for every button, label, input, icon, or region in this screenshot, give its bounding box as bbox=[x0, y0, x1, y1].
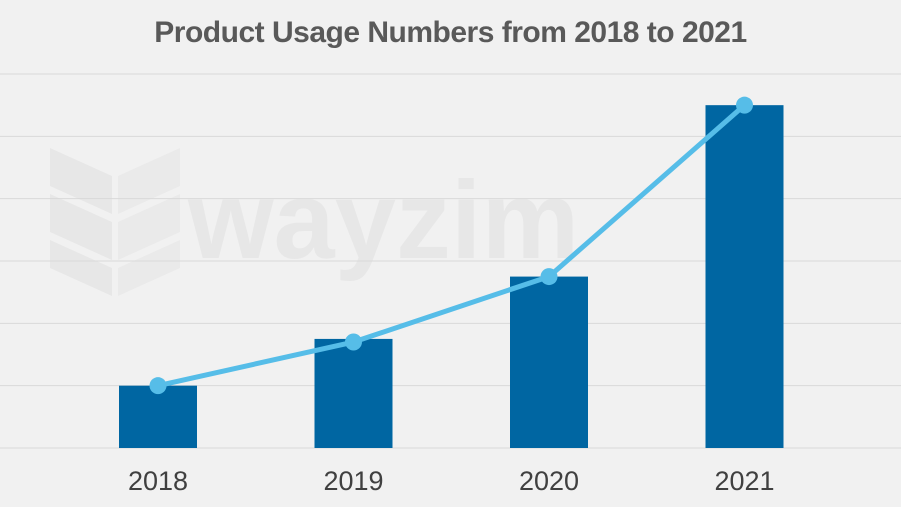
bar-2019 bbox=[314, 338, 393, 448]
x-axis-tick-labels: 2018 2019 2020 2021 bbox=[128, 466, 775, 496]
bar-series bbox=[119, 105, 784, 449]
line-series bbox=[149, 96, 753, 395]
watermark-logo-icon bbox=[50, 148, 180, 296]
trend-line bbox=[155, 102, 747, 389]
x-tick-label: 2018 bbox=[128, 466, 188, 496]
bar-2018 bbox=[119, 385, 197, 448]
watermark: wayzim bbox=[50, 148, 579, 296]
trend-point-2018 bbox=[149, 377, 167, 395]
bar-2020 bbox=[510, 276, 588, 448]
trend-point-2021 bbox=[736, 96, 753, 114]
watermark-text: wayzim bbox=[187, 159, 579, 282]
x-tick-label: 2019 bbox=[323, 466, 383, 496]
bar-2021 bbox=[705, 105, 784, 449]
trend-point-2019 bbox=[345, 333, 362, 351]
trend-point-2020 bbox=[540, 268, 558, 286]
x-tick-label: 2021 bbox=[714, 466, 774, 496]
chart-title: Product Usage Numbers from 2018 to 2021 bbox=[154, 16, 747, 49]
x-tick-label: 2020 bbox=[519, 466, 579, 496]
